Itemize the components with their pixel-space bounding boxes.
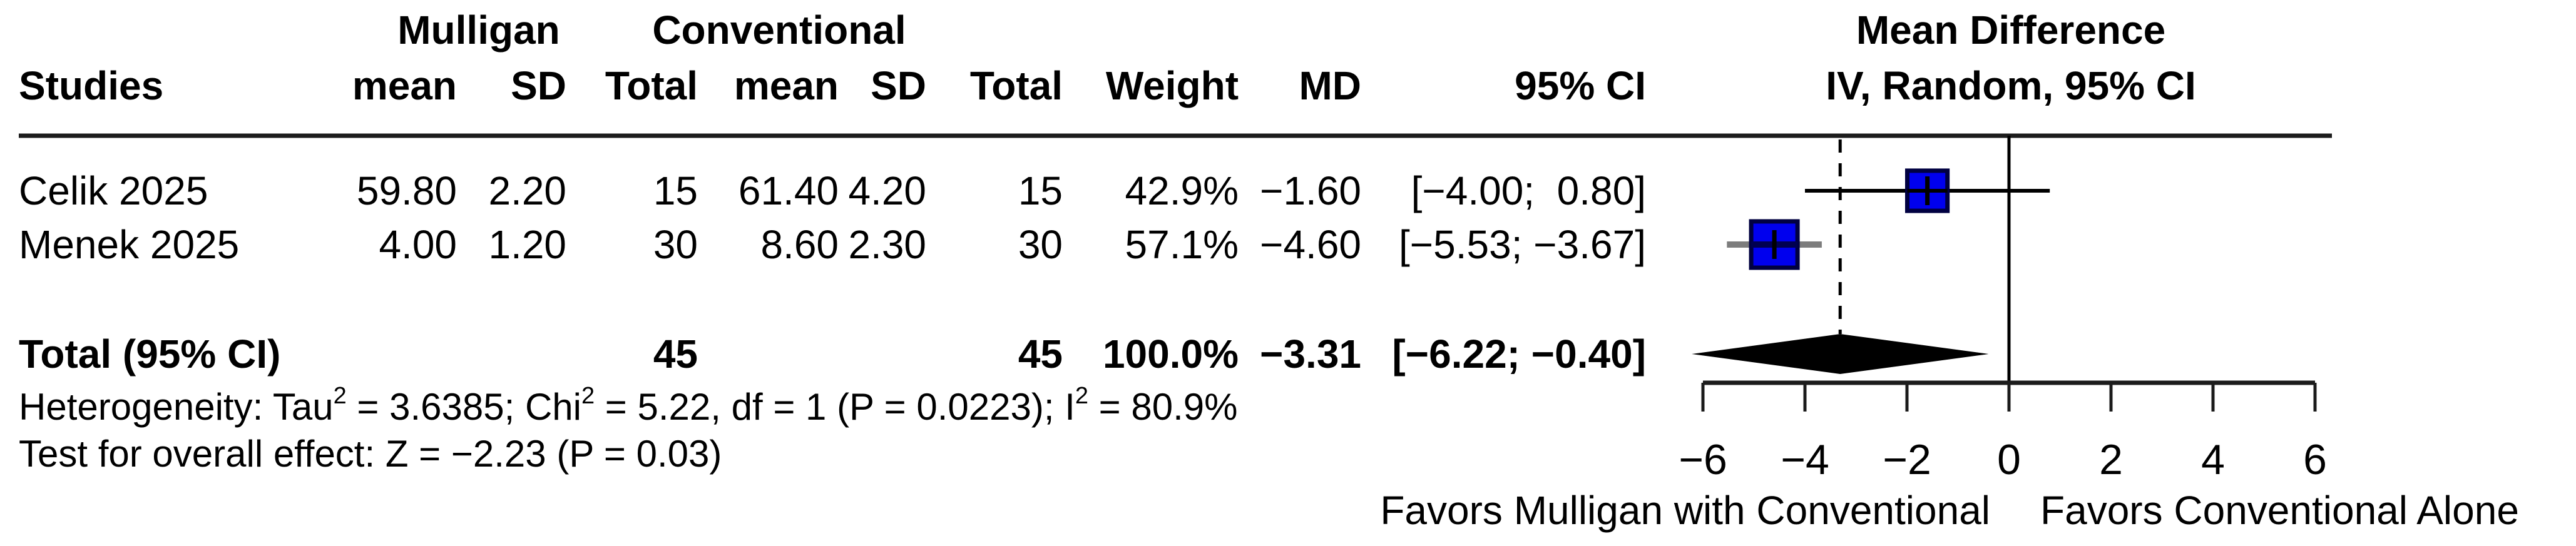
- study-total2: 15: [1018, 168, 1063, 213]
- total-weight: 100.0%: [1102, 331, 1239, 377]
- col-header-sd2: SD: [871, 63, 926, 108]
- study-md: −1.60: [1260, 168, 1361, 213]
- total-ci: [−6.22; −0.40]: [1392, 331, 1646, 377]
- study-total1: 15: [653, 168, 698, 213]
- col-header-mean2: mean: [733, 63, 839, 108]
- col-header-md: MD: [1299, 63, 1361, 108]
- favors-right-label: Favors Conventional Alone: [2040, 488, 2519, 533]
- study-total2: 30: [1018, 222, 1063, 267]
- study-name: Menek 2025: [19, 222, 240, 267]
- heterogeneity-note: Heterogeneity: Tau2 = 3.6385; Chi2 = 5.2…: [19, 384, 1238, 428]
- het-sup-2: 2: [581, 383, 595, 409]
- het-text-4: = 80.9%: [1088, 386, 1238, 428]
- study-total1: 30: [653, 222, 698, 267]
- het-text-1: Heterogeneity: Tau: [19, 386, 334, 428]
- study-mean1: 59.80: [356, 168, 457, 213]
- favors-left-label: Favors Mulligan with Conventional: [1380, 488, 1990, 533]
- study-md: −4.60: [1260, 222, 1361, 267]
- axis-tick-label: 4: [2201, 436, 2225, 483]
- study-mean2: 8.60: [760, 222, 839, 267]
- axis-tick-label: 0: [1997, 436, 2021, 483]
- total-n1: 45: [653, 331, 698, 377]
- study-weight: 57.1%: [1125, 222, 1239, 267]
- total-n2: 45: [1018, 331, 1063, 377]
- col-header-mean1: mean: [352, 63, 457, 108]
- col-header-sd1: SD: [511, 63, 566, 108]
- col-header-studies: Studies: [19, 63, 164, 108]
- study-sd1: 1.20: [488, 222, 566, 267]
- het-text-2: = 3.6385; Chi: [346, 386, 581, 428]
- het-sup-1: 2: [333, 383, 347, 409]
- effect-subtitle: IV, Random, 95% CI: [1826, 63, 2196, 108]
- effect-title: Mean Difference: [1856, 8, 2166, 53]
- overall-effect-note: Test for overall effect: Z = −2.23 (P = …: [19, 433, 722, 475]
- axis-tick-label: −6: [1679, 436, 1727, 483]
- col-header-total1: Total: [605, 63, 698, 108]
- axis-tick-label: −4: [1781, 436, 1829, 483]
- col-header-weight: Weight: [1105, 63, 1239, 108]
- het-text-3: = 5.22, df = 1 (P = 0.0223); I: [595, 386, 1075, 428]
- het-sup-3: 2: [1075, 383, 1089, 409]
- overall-diamond: [1692, 334, 1989, 374]
- axis-tick-label: 2: [2099, 436, 2123, 483]
- group1-header: Mulligan: [397, 8, 560, 53]
- group2-header: Conventional: [652, 8, 906, 53]
- study-name: Celik 2025: [19, 168, 208, 213]
- study-sd2: 2.30: [848, 222, 926, 267]
- col-header-total2: Total: [969, 63, 1063, 108]
- axis-tick-label: −2: [1883, 436, 1931, 483]
- study-sd1: 2.20: [488, 168, 566, 213]
- total-label: Total (95% CI): [19, 331, 281, 377]
- axis-tick-label: 6: [2303, 436, 2327, 483]
- study-mean2: 61.40: [738, 168, 839, 213]
- col-header-ci: 95% CI: [1515, 63, 1646, 108]
- study-sd2: 4.20: [848, 168, 926, 213]
- study-ci: [−5.53; −3.67]: [1399, 222, 1646, 267]
- total-md: −3.31: [1260, 331, 1361, 377]
- study-mean1: 4.00: [379, 222, 457, 267]
- study-weight: 42.9%: [1125, 168, 1239, 213]
- study-ci: [−4.00; 0.80]: [1411, 168, 1646, 213]
